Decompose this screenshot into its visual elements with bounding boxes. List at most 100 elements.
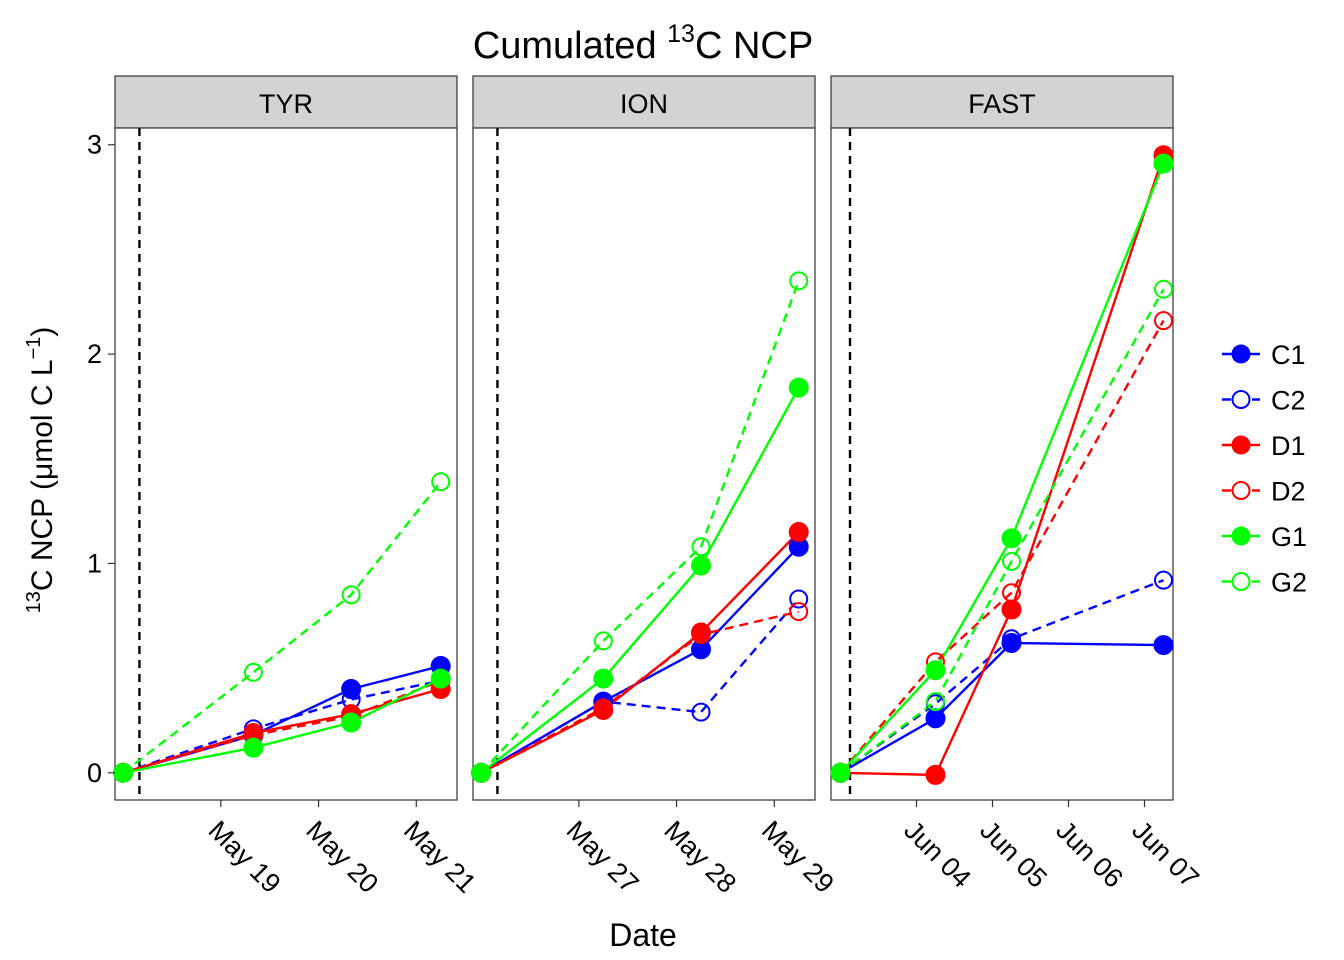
series-line-g1 xyxy=(839,163,1165,774)
point-g2 xyxy=(831,763,850,783)
point-g1 xyxy=(430,668,451,689)
point-g1 xyxy=(1001,528,1022,549)
legend-label: G1 xyxy=(1271,522,1307,552)
point-g1 xyxy=(341,712,362,733)
point-g1 xyxy=(243,737,264,758)
series-line-d1 xyxy=(840,154,1165,777)
y-axis-label: 13C NCP (μmol C L−1) xyxy=(23,327,59,614)
facet-strip xyxy=(830,75,1174,129)
series-line-g2 xyxy=(839,288,1165,774)
legend-label: C2 xyxy=(1271,386,1306,416)
legend-key-marker xyxy=(1231,390,1251,409)
legend-key-marker xyxy=(1231,572,1251,591)
facet-strip-label: ION xyxy=(620,89,668,119)
point-d2 xyxy=(789,602,809,622)
point-c2 xyxy=(1002,629,1021,649)
y-tick-label: 1 xyxy=(87,548,102,578)
y-axis: 0 1 2 3 xyxy=(87,130,115,788)
series-points xyxy=(830,145,1174,785)
point-c2 xyxy=(691,702,711,722)
point-g2 xyxy=(926,692,945,712)
facet-strip-label: FAST xyxy=(968,89,1036,119)
facet-strip xyxy=(114,75,458,129)
point-c2 xyxy=(1154,570,1173,590)
series-points xyxy=(113,472,451,783)
point-g2 xyxy=(243,662,263,682)
panel-frame xyxy=(472,127,816,801)
series-line-c1 xyxy=(480,545,800,774)
series-lines xyxy=(839,154,1165,777)
legend-key-marker xyxy=(1231,344,1251,364)
x-tick-label: May 19 xyxy=(203,815,287,899)
panel-tyr: TYR May 19 May 20 May 21 xyxy=(113,75,482,899)
y-axis-label-mu: μ xyxy=(26,463,59,480)
series-line-d2 xyxy=(839,320,1165,774)
series-line-g1 xyxy=(122,677,442,774)
series-line-g2 xyxy=(122,481,442,774)
point-c1 xyxy=(925,708,946,729)
point-g2 xyxy=(431,472,451,492)
chart-title: Cumulated 13C NCP xyxy=(473,20,813,67)
panels: TYR May 19 May 20 May 21 ION May 27 May 28 May … xyxy=(113,75,1205,899)
point-d2 xyxy=(593,698,613,718)
y-axis-label-unit: mol C L xyxy=(26,359,59,462)
point-c2 xyxy=(789,589,809,609)
panel-ion: ION May 27 May 28 May 29 xyxy=(471,75,840,899)
chart-title-sup: 13 xyxy=(667,20,695,48)
point-c1 xyxy=(1001,632,1022,653)
point-c1 xyxy=(1153,635,1174,656)
legend-item-c1: C1 xyxy=(1222,340,1306,370)
point-d2 xyxy=(691,625,711,645)
x-tick-label: Jun 06 xyxy=(1050,815,1129,894)
point-g2 xyxy=(341,585,361,605)
series-line-g2 xyxy=(480,280,800,774)
series-lines xyxy=(122,481,442,774)
series-line-c2 xyxy=(122,679,441,774)
y-tick-label: 3 xyxy=(87,130,102,160)
point-g2 xyxy=(1002,551,1021,571)
legend-item-d2: D2 xyxy=(1222,477,1306,507)
point-d2 xyxy=(1154,311,1173,331)
point-g1 xyxy=(691,555,711,576)
point-g2 xyxy=(471,763,491,783)
y-axis-label-main: C NCP ( xyxy=(26,480,59,591)
series-line-c1 xyxy=(839,641,1164,774)
series-lines xyxy=(480,280,800,774)
legend-label: C1 xyxy=(1271,340,1306,370)
x-tick-label: Jun 04 xyxy=(898,815,977,894)
point-c1 xyxy=(341,679,362,700)
point-g1 xyxy=(1153,153,1174,174)
series-line-d2 xyxy=(480,610,799,774)
series-line-d2 xyxy=(122,679,442,774)
legend-key-marker xyxy=(1231,526,1251,546)
x-tick-label: May 29 xyxy=(756,815,840,899)
x-tick-label: May 27 xyxy=(561,815,645,899)
y-axis-label-close: ) xyxy=(26,327,59,337)
point-g1 xyxy=(788,377,809,398)
x-tick-label: May 28 xyxy=(658,815,742,899)
legend-label: D1 xyxy=(1271,431,1306,461)
point-g2 xyxy=(789,271,809,291)
y-axis-label-sup: 13 xyxy=(23,591,45,613)
x-tick-label: Jun 07 xyxy=(1126,815,1205,894)
point-g2 xyxy=(1154,279,1173,299)
legend-item-g2: G2 xyxy=(1222,568,1307,598)
chart-title-rest: C NCP xyxy=(695,25,813,67)
series-line-g1 xyxy=(480,387,800,774)
facet-strip-label: TYR xyxy=(259,89,313,119)
point-d1 xyxy=(1001,599,1022,620)
series-points xyxy=(471,271,809,783)
panel-frame xyxy=(114,127,458,801)
legend: C1 C2 D1 D2 G1 G2 xyxy=(1222,340,1307,598)
legend-label: G2 xyxy=(1271,568,1307,598)
legend-key-marker xyxy=(1231,435,1251,455)
series-line-c2 xyxy=(839,579,1164,774)
point-g2 xyxy=(593,631,613,651)
point-d2 xyxy=(1002,583,1021,603)
panel-frame xyxy=(830,127,1174,801)
legend-item-c2: C2 xyxy=(1222,386,1306,416)
x-tick-label: Jun 05 xyxy=(974,815,1053,894)
y-tick-label: 0 xyxy=(87,758,102,788)
